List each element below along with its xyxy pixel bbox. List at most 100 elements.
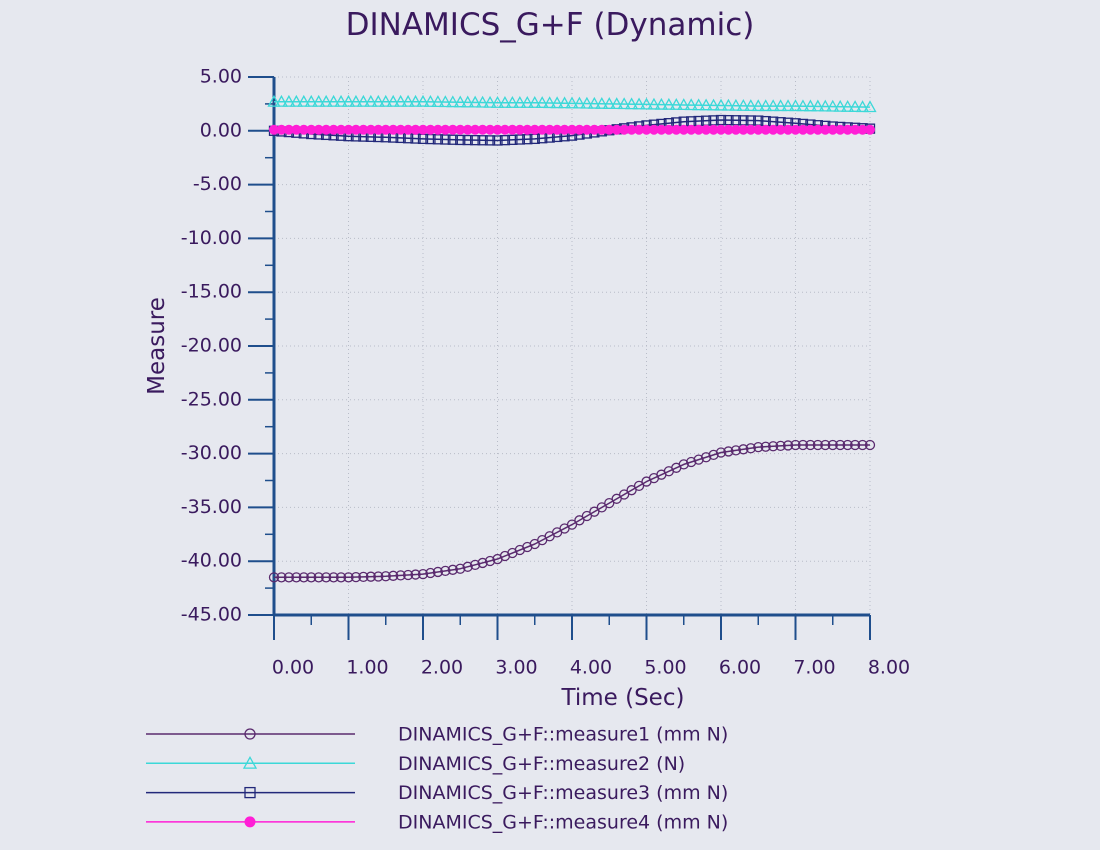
data-point: [647, 97, 661, 110]
series-2: [267, 94, 877, 113]
y-tick-label: 5.00: [200, 66, 242, 88]
x-tick-label: 3.00: [495, 657, 537, 679]
series-4: [269, 124, 875, 135]
data-point: [274, 94, 289, 107]
data-point: [865, 124, 875, 135]
data-point: [282, 94, 296, 107]
data-point: [833, 99, 847, 112]
data-point: [611, 493, 622, 504]
data-point: [692, 98, 706, 111]
data-point: [849, 439, 861, 451]
data-point: [760, 441, 771, 452]
data-point: [848, 100, 862, 112]
chart-title: DINAMICS_G+F (Dynamic): [346, 7, 755, 43]
data-point: [744, 99, 758, 111]
data-point: [477, 557, 488, 569]
data-point: [543, 96, 557, 109]
x-axis-label: Time (Sec): [561, 685, 685, 711]
data-point: [550, 96, 564, 109]
x-tick-label: 6.00: [719, 657, 761, 679]
y-axis-label: Measure: [144, 297, 170, 395]
y-tick-label: -30.00: [181, 442, 242, 464]
data-point: [820, 439, 831, 451]
data-point: [358, 571, 369, 583]
data-point: [626, 485, 637, 496]
data-point: [350, 571, 362, 583]
data-point: [715, 447, 727, 458]
data-point: [341, 94, 356, 107]
data-point: [356, 94, 371, 107]
data-point: [669, 98, 683, 110]
data-point: [483, 95, 497, 108]
data-point: [535, 96, 549, 108]
data-point: [447, 134, 458, 145]
data-point: [857, 439, 868, 451]
data-point: [528, 95, 542, 108]
data-point: [589, 506, 600, 517]
data-point: [729, 98, 743, 111]
legend-marker: [244, 728, 256, 740]
data-point: [401, 94, 415, 107]
data-point: [835, 439, 846, 451]
data-point: [461, 95, 475, 108]
x-tick-label: 5.00: [644, 657, 686, 679]
data-point: [440, 134, 451, 145]
data-point: [388, 570, 399, 581]
data-point: [580, 96, 594, 109]
legend-item-1: DINAMICS_G+F::measure1 (mm N): [146, 724, 728, 746]
data-point: [693, 454, 704, 465]
data-point: [320, 572, 332, 583]
data-point: [349, 94, 363, 107]
data-point: [708, 449, 719, 461]
data-point: [715, 114, 727, 126]
data-point: [827, 439, 838, 451]
data-point: [371, 94, 385, 107]
data-point: [410, 569, 421, 580]
data-point: [700, 452, 712, 463]
data-point: [604, 497, 615, 509]
data-point: [395, 570, 406, 581]
data-point: [319, 94, 333, 107]
legend-label: DINAMICS_G+F::measure1 (mm N): [398, 724, 728, 746]
data-point: [610, 97, 624, 110]
data-point: [313, 572, 324, 583]
data-point: [276, 572, 287, 583]
data-point: [677, 98, 691, 111]
data-point: [775, 440, 786, 452]
data-point: [455, 563, 466, 574]
data-point: [662, 97, 676, 110]
data-point: [686, 456, 697, 468]
data-point: [841, 99, 855, 112]
data-point: [462, 561, 473, 572]
data-point: [842, 439, 853, 451]
data-point: [596, 502, 607, 513]
data-point: [477, 135, 488, 146]
data-point: [863, 100, 877, 113]
data-point: [759, 99, 773, 112]
data-point: [438, 95, 452, 108]
data-point: [514, 134, 525, 145]
data-point: [633, 480, 645, 492]
y-tick-label: 0.00: [200, 119, 242, 141]
data-point: [306, 572, 317, 583]
legend-marker: [244, 786, 256, 799]
data-point: [639, 97, 654, 110]
legend-marker: [242, 755, 258, 769]
y-tick-label: -10.00: [181, 227, 242, 249]
grid: [273, 76, 871, 616]
data-point: [432, 134, 444, 145]
data-point: [624, 97, 639, 110]
data-point: [602, 97, 616, 109]
data-point: [513, 95, 527, 108]
data-point: [812, 439, 823, 451]
data-point: [736, 98, 750, 111]
data-point: [283, 572, 295, 583]
data-point: [654, 97, 669, 110]
data-point: [781, 99, 795, 112]
legend-marker: [244, 816, 256, 828]
data-point: [297, 94, 311, 107]
y-tick-label: -45.00: [181, 604, 242, 626]
data-point: [446, 95, 460, 108]
